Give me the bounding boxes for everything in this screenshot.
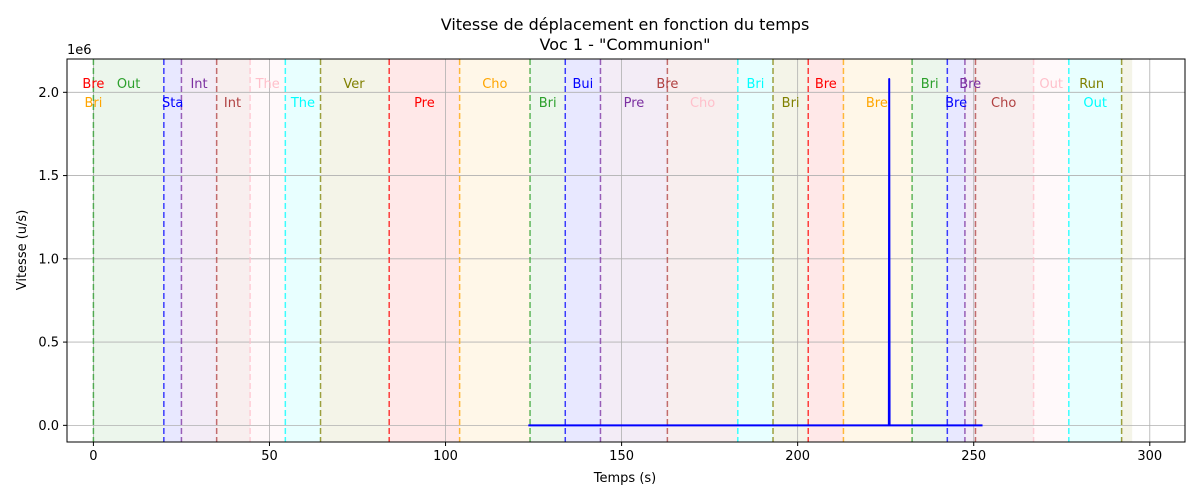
section-band-20 [975, 59, 1034, 442]
section-label-21: Bre [945, 96, 967, 111]
tick-labels: 0 50 100 150 200 250 300 0.0 0.5 1.0 1.5 2.0 [38, 86, 1162, 464]
section-band-16 [843, 59, 913, 442]
section-label-3: Sta [162, 96, 183, 111]
y-tick-label-4: 2.0 [38, 86, 59, 101]
section-label-9: Pre [414, 96, 435, 111]
series-lines [528, 77, 983, 427]
section-label-7: The [290, 96, 315, 111]
section-band-12 [667, 59, 738, 442]
section-band-22 [1068, 59, 1122, 442]
section-label-25: Out [1083, 96, 1107, 111]
section-label-24: Out [1039, 77, 1063, 92]
section-label-10: Cho [482, 77, 507, 92]
section-band-19 [964, 59, 976, 442]
section-band-8 [459, 59, 531, 442]
section-label-11: Bri [539, 96, 557, 111]
y-tick-label-1: 0.5 [38, 336, 59, 351]
section-band-5 [285, 59, 321, 442]
section-band-14 [773, 59, 809, 442]
section-label-14: Bre [656, 77, 678, 92]
section-label-8: Ver [343, 77, 365, 92]
axes [66, 58, 1186, 443]
y-tick-label-2: 1.0 [38, 252, 59, 267]
section-band-3 [216, 59, 251, 442]
x-tick-label-5: 250 [961, 449, 986, 464]
section-label-0: Bre [82, 77, 104, 92]
y-tick-label-0: 0.0 [38, 419, 59, 434]
section-label-4: Int [190, 77, 207, 92]
section-label-6: The [255, 77, 280, 92]
section-band-18 [947, 59, 965, 442]
section-label-12: Bui [572, 77, 593, 92]
x-tick-label-6: 300 [1137, 449, 1162, 464]
section-label-17: Bri [782, 96, 800, 111]
x-tick-label-1: 50 [261, 449, 278, 464]
section-band-2 [181, 59, 217, 442]
section-band-0 [93, 59, 164, 442]
x-tick-label-3: 150 [609, 449, 634, 464]
section-band-17 [912, 59, 948, 442]
section-band-9 [530, 59, 566, 442]
section-band-21 [1033, 59, 1069, 442]
x-axis-label: Temps (s) [593, 471, 656, 486]
section-bands [93, 59, 1133, 442]
section-band-1 [163, 59, 182, 442]
x-tick-label-0: 0 [89, 449, 97, 464]
x-tick-label-4: 200 [785, 449, 810, 464]
section-band-15 [808, 59, 844, 442]
section-band-23 [1121, 59, 1133, 442]
section-band-11 [600, 59, 668, 442]
section-band-4 [250, 59, 286, 442]
series-line-0 [528, 77, 983, 427]
section-label-19: Bre [866, 96, 888, 111]
chart-title: Vitesse de déplacement en fonction du te… [441, 15, 810, 34]
section-divider-lines [92, 59, 1123, 442]
plot-frame [66, 58, 1186, 443]
y-tick-label-3: 1.5 [38, 169, 59, 184]
section-band-7 [389, 59, 460, 442]
y-axis-label: Vitesse (u/s) [15, 210, 30, 291]
section-label-1: Bri [84, 96, 102, 111]
section-label-13: Pre [624, 96, 645, 111]
x-tick-label-2: 100 [433, 449, 458, 464]
section-label-22: Bre [959, 77, 981, 92]
section-labels: Bre Bri Out Sta Int Int The The Ver Pre Cho Bri Bui P… [82, 77, 1107, 111]
section-label-16: Bri [746, 77, 764, 92]
section-label-15: Cho [690, 96, 715, 111]
section-label-5: Int [224, 96, 241, 111]
section-label-26: Run [1079, 77, 1104, 92]
section-label-23: Cho [991, 96, 1016, 111]
y-offset-label: 1e6 [67, 43, 92, 58]
section-band-13 [737, 59, 774, 442]
grid-lines [67, 59, 1185, 442]
section-label-20: Bri [921, 77, 939, 92]
section-label-18: Bre [815, 77, 837, 92]
section-label-2: Out [117, 77, 141, 92]
section-band-10 [565, 59, 601, 442]
chart-subtitle: Voc 1 - "Communion" [539, 35, 710, 54]
section-band-6 [320, 59, 390, 442]
